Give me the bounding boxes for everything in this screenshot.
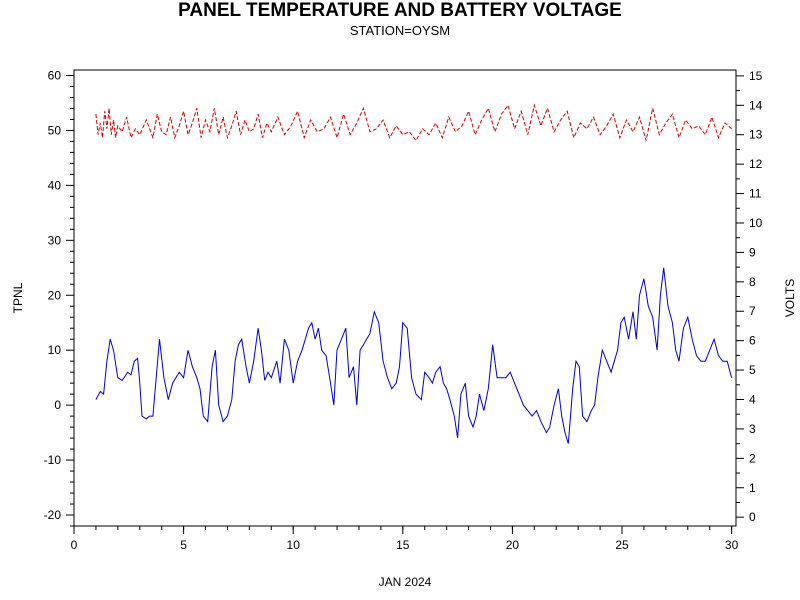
y-right-tick-label: 11: [749, 187, 762, 201]
y-left-tick-label: 30: [48, 233, 62, 247]
x-tick-label: 20: [506, 538, 520, 552]
y-right-tick-label: 12: [749, 157, 763, 171]
y-left-tick-label: 50: [48, 123, 62, 137]
y-left-tick-label: 10: [48, 343, 62, 357]
y-left-tick-label: 40: [48, 178, 62, 192]
y-axis-right-label: VOLTS: [783, 279, 797, 317]
y-right-tick-label: 4: [749, 392, 756, 406]
y-right-tick-label: 14: [749, 98, 763, 112]
series-layer: [95, 103, 733, 444]
x-tick-label: 15: [396, 538, 410, 552]
y-left-tick-label: 20: [48, 288, 62, 302]
y-axis-left-label: TPNL: [11, 282, 25, 313]
y-right-tick-label: 8: [749, 275, 756, 289]
x-tick-label: 0: [71, 538, 78, 552]
plot-frame: [73, 69, 737, 527]
y-right-tick-label: 10: [749, 216, 763, 230]
x-tick-label: 30: [725, 538, 739, 552]
y-right-tick-label: 9: [749, 245, 756, 259]
y-right-tick-label: 0: [749, 510, 756, 524]
x-axis-label: JAN 2024: [379, 575, 432, 589]
chart-title: PANEL TEMPERATURE AND BATTERY VOLTAGE: [178, 0, 622, 21]
y-right-tick-label: 6: [749, 334, 756, 348]
y-right-tick-label: 3: [749, 422, 756, 436]
x-tick-label: 25: [615, 538, 629, 552]
y-left-tick-label: 60: [48, 68, 62, 82]
x-tick-label: 5: [180, 538, 187, 552]
y-axis-left: -20 -10 0 10 20 30 40 50 60: [44, 68, 74, 527]
y-left-tick-label: 0: [54, 398, 61, 412]
y-right-tick-label: 13: [749, 128, 763, 142]
y-right-tick-label: 7: [749, 304, 756, 318]
y-left-tick-label: -10: [44, 453, 62, 467]
y-right-tick-label: 1: [749, 481, 756, 495]
x-tick-label: 10: [287, 538, 301, 552]
chart-subtitle: STATION=OYSM: [349, 23, 451, 38]
y-right-tick-label: 5: [749, 363, 756, 377]
y-right-tick-label: 2: [749, 451, 756, 465]
x-axis: 0 5 10 15 20 25 30: [71, 526, 739, 552]
battery-voltage-series-line: [95, 103, 732, 142]
y-right-tick-label: 15: [749, 69, 763, 83]
y-left-tick-label: -20: [44, 508, 62, 522]
panel-temperature-series-line: [95, 267, 733, 444]
